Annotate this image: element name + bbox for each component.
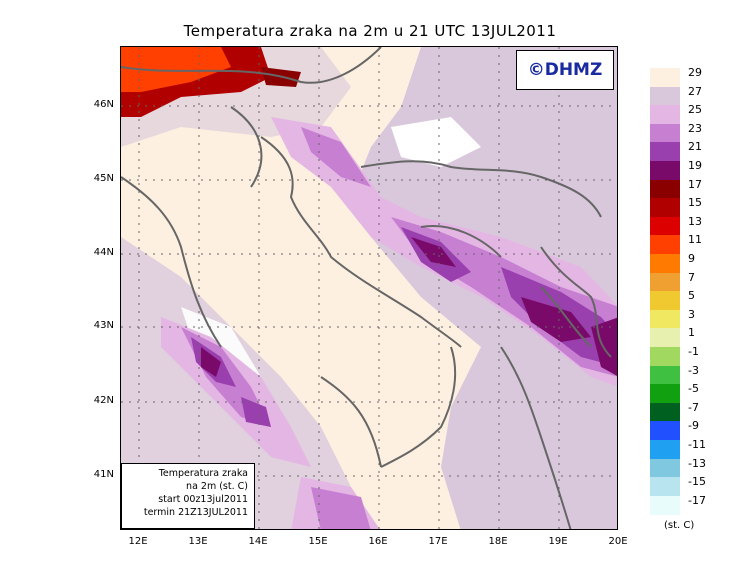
legend-swatch — [650, 347, 680, 366]
dhmz-logo: ©DHMZ — [516, 50, 614, 90]
legend-swatch — [650, 105, 680, 125]
legend-swatch — [650, 328, 680, 348]
lon-label-13e: 13E — [188, 536, 208, 547]
lon-label-17e: 17E — [428, 536, 448, 547]
legend-swatch — [650, 477, 680, 497]
legend-label: -7 — [688, 400, 699, 414]
legend-label: 17 — [688, 177, 702, 191]
info-line-variable: Temperatura zraka — [158, 468, 248, 479]
legend-unit: (st. C) — [664, 520, 695, 531]
map-title: Temperatura zraka na 2m u 21 UTC 13JUL20… — [183, 22, 557, 40]
lon-label-16e: 16E — [368, 536, 388, 547]
legend-swatch — [650, 68, 680, 87]
legend-swatch — [650, 495, 680, 515]
legend-label: 27 — [688, 84, 702, 98]
legend-label: -13 — [688, 456, 706, 470]
legend-label: -11 — [688, 438, 706, 451]
legend-swatch — [650, 365, 680, 385]
legend-swatch — [650, 291, 680, 311]
lon-label-14e: 14E — [248, 536, 268, 547]
legend-label: 21 — [688, 140, 702, 154]
legend-label: 7 — [688, 270, 695, 284]
legend-swatch — [650, 142, 680, 162]
legend-swatch — [650, 402, 680, 422]
legend-swatch — [650, 216, 680, 236]
legend-swatch — [650, 254, 680, 273]
legend-swatch — [650, 235, 680, 255]
info-line-start: start 00z13jul2011 — [158, 494, 248, 505]
lon-label-18e: 18E — [488, 536, 508, 547]
legend-swatch — [650, 458, 680, 478]
legend-label: 29 — [688, 66, 702, 79]
legend-swatch — [650, 384, 680, 404]
legend-label: 1 — [688, 326, 695, 340]
lat-label-41n: 41N — [93, 469, 114, 480]
legend-label: -17 — [688, 493, 706, 507]
legend-swatch — [650, 421, 680, 441]
info-line-unit: na 2m (st. C) — [186, 481, 248, 492]
legend-swatch — [650, 198, 680, 218]
lat-label-46n: 46N — [93, 99, 114, 110]
legend-label: -3 — [688, 363, 699, 377]
lat-label-43n: 43N — [93, 320, 114, 331]
temperature-map — [120, 46, 618, 530]
legend-label: 19 — [688, 159, 702, 172]
lon-label-19e: 19E — [548, 536, 568, 547]
legend-label: 15 — [688, 196, 702, 210]
legend-label: -5 — [688, 382, 699, 396]
legend-label: -1 — [688, 345, 699, 358]
legend-label: -15 — [688, 475, 706, 489]
legend-label: 3 — [688, 307, 695, 321]
lon-label-12e: 12E — [128, 536, 148, 547]
legend-label: 13 — [688, 214, 702, 228]
legend-label: 9 — [688, 252, 695, 265]
legend-swatch — [650, 86, 680, 106]
legend-label: 25 — [688, 103, 702, 117]
temperature-field — [121, 47, 617, 529]
lat-label-45n: 45N — [93, 173, 114, 184]
legend-swatch — [650, 272, 680, 292]
legend-swatch — [650, 440, 680, 459]
info-line-valid: termin 21Z13JUL2011 — [143, 507, 248, 518]
info-box: Temperatura zraka na 2m (st. C) start 00… — [121, 463, 255, 529]
lon-label-15e: 15E — [308, 536, 328, 547]
legend-label: 5 — [688, 289, 695, 303]
legend-label: 11 — [688, 233, 702, 247]
legend-swatch — [650, 179, 680, 199]
legend-label: 23 — [688, 121, 702, 135]
lat-label-42n: 42N — [93, 395, 114, 406]
legend-swatch — [650, 123, 680, 143]
lat-label-44n: 44N — [93, 247, 114, 258]
legend-label: -9 — [688, 419, 699, 433]
lon-label-20e: 20E — [608, 536, 628, 547]
legend-swatch — [650, 309, 680, 329]
legend-swatch — [650, 161, 680, 180]
